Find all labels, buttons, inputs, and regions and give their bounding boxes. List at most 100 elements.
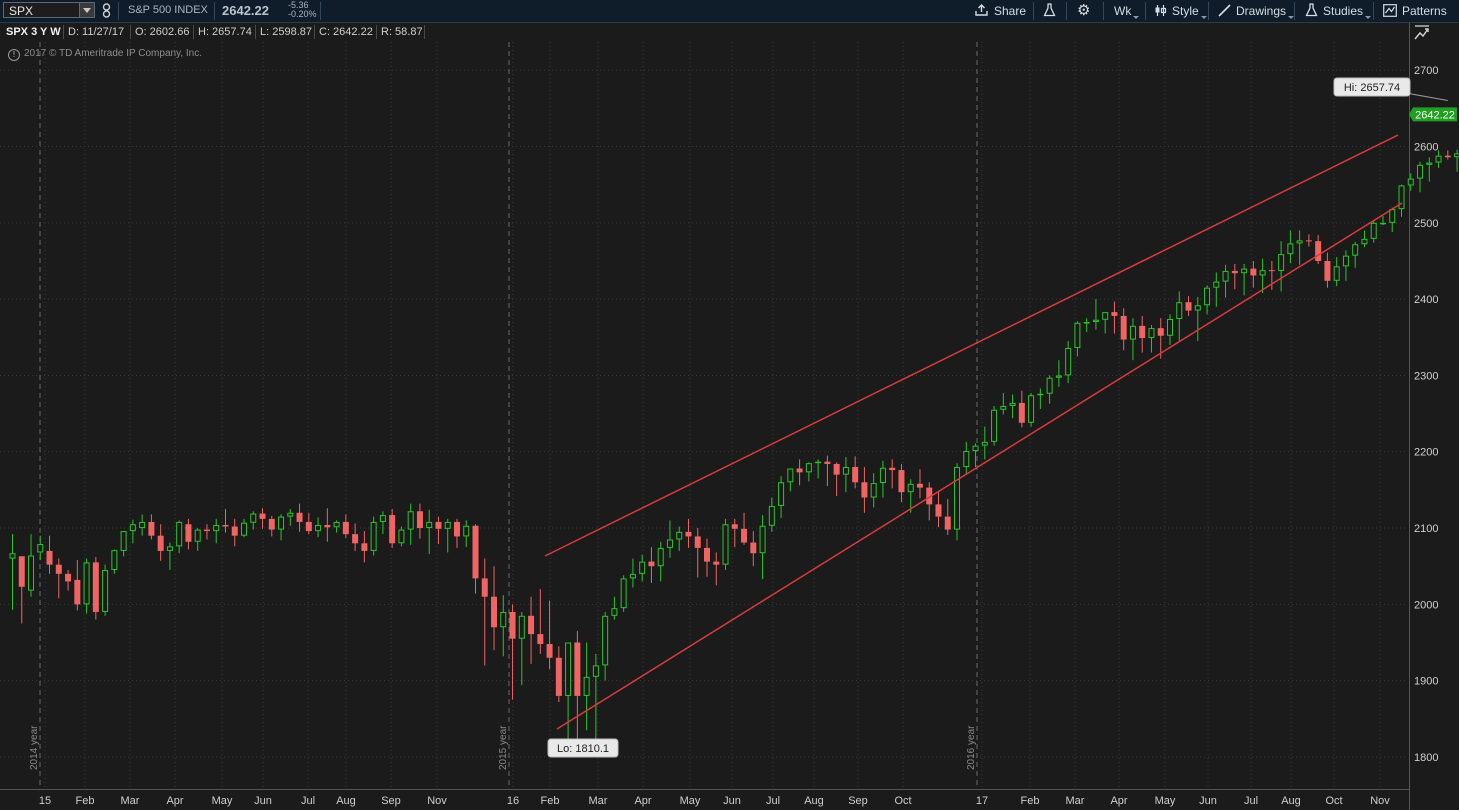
candle <box>1074 321 1081 357</box>
candle <box>250 511 257 530</box>
ohlc-date: D: 11/27/17 <box>68 26 125 38</box>
candle-body <box>815 461 822 464</box>
candle-body <box>1102 312 1109 320</box>
candle <box>796 459 803 486</box>
candle <box>981 426 988 460</box>
chart-mode-icon[interactable] <box>1413 24 1431 42</box>
candle-body <box>954 467 961 530</box>
candle-body <box>278 516 285 530</box>
chevron-down-icon[interactable] <box>79 3 94 17</box>
candle <box>546 600 553 670</box>
candle-body <box>704 547 710 562</box>
candle <box>1157 318 1164 359</box>
candle-body <box>83 562 90 605</box>
x-tick-label: May <box>680 795 701 807</box>
patterns-button[interactable]: Patterns <box>1383 0 1447 22</box>
candle-body <box>120 531 127 551</box>
time-axis-line <box>0 789 1409 790</box>
x-tick-label: Aug <box>804 795 824 807</box>
candle <box>1009 394 1016 419</box>
candle-body <box>287 512 294 517</box>
share-button[interactable]: Share <box>975 0 1026 22</box>
upper-trendline <box>544 134 1399 557</box>
candle <box>1120 308 1127 351</box>
candle <box>741 512 748 545</box>
candle <box>954 463 961 541</box>
candle <box>315 517 322 538</box>
candle <box>1102 312 1109 334</box>
candle <box>148 514 155 540</box>
candle <box>1046 375 1053 404</box>
drawings-button[interactable]: Drawings <box>1218 0 1295 22</box>
candle-body <box>1259 270 1266 276</box>
x-tick-label: Nov <box>1370 795 1390 807</box>
candle <box>704 538 710 577</box>
timeframe-label: Wk <box>1114 4 1132 18</box>
candle <box>833 462 840 496</box>
style-button[interactable]: Style <box>1154 0 1207 22</box>
candle <box>768 497 775 532</box>
candle <box>1185 296 1192 316</box>
timeframe-button[interactable]: Wk <box>1114 0 1140 22</box>
candle-body <box>1361 238 1368 245</box>
callout-box <box>1333 77 1411 97</box>
candle-body <box>1296 240 1303 244</box>
candle-body <box>157 535 164 551</box>
candle <box>713 552 720 586</box>
flask-button[interactable] <box>1043 0 1061 22</box>
candle-body <box>1167 318 1173 336</box>
studies-button[interactable]: Studies <box>1305 0 1372 22</box>
symbol-input[interactable]: SPX <box>3 2 95 18</box>
x-tick-label: Nov <box>427 795 447 807</box>
candle <box>870 473 877 508</box>
candle-body <box>1315 241 1322 261</box>
candle-body <box>555 657 562 696</box>
candle <box>1268 260 1275 290</box>
candle-body <box>528 615 535 635</box>
candle-body <box>509 611 516 639</box>
link-icon[interactable] <box>101 3 112 18</box>
divider <box>193 25 194 39</box>
candle-body <box>398 529 405 544</box>
info-icon[interactable]: ! <box>8 49 20 61</box>
x-tick-label: Aug <box>1281 795 1301 807</box>
candle-body <box>1111 312 1118 316</box>
candle <box>916 469 923 499</box>
candle-body <box>611 608 618 616</box>
share-icon <box>975 4 988 16</box>
candle-body <box>185 524 192 542</box>
candle-body <box>1370 222 1377 239</box>
price-axis[interactable] <box>1409 23 1459 810</box>
patterns-label: Patterns <box>1402 4 1447 18</box>
candle <box>1342 250 1349 281</box>
candle <box>1287 230 1294 264</box>
candle <box>787 468 794 492</box>
candle <box>194 528 201 551</box>
candle <box>676 526 683 551</box>
ohlc-high: H: 2657.74 <box>198 26 252 38</box>
candle-body <box>602 615 609 666</box>
candle <box>1194 296 1201 342</box>
candle-body <box>759 525 766 554</box>
candle <box>907 479 914 513</box>
candle <box>55 558 62 599</box>
settings-button[interactable]: ⚙ <box>1077 0 1095 22</box>
candle-body <box>416 511 423 529</box>
candle-body <box>139 521 146 529</box>
candle-body <box>824 461 831 464</box>
candle <box>333 520 340 533</box>
candle <box>65 570 72 591</box>
candle <box>1111 301 1118 334</box>
candle-body <box>1129 325 1136 340</box>
candle <box>500 595 507 657</box>
chart-title: SPX 3 Y W <box>6 26 61 38</box>
candle-body <box>500 611 507 628</box>
candle-body <box>1204 287 1211 306</box>
candle-body <box>231 526 238 536</box>
x-tick-label: Oct <box>894 795 911 807</box>
candle <box>694 528 701 578</box>
candle-body <box>1250 268 1257 276</box>
divider <box>1373 2 1374 20</box>
candle <box>472 524 479 594</box>
